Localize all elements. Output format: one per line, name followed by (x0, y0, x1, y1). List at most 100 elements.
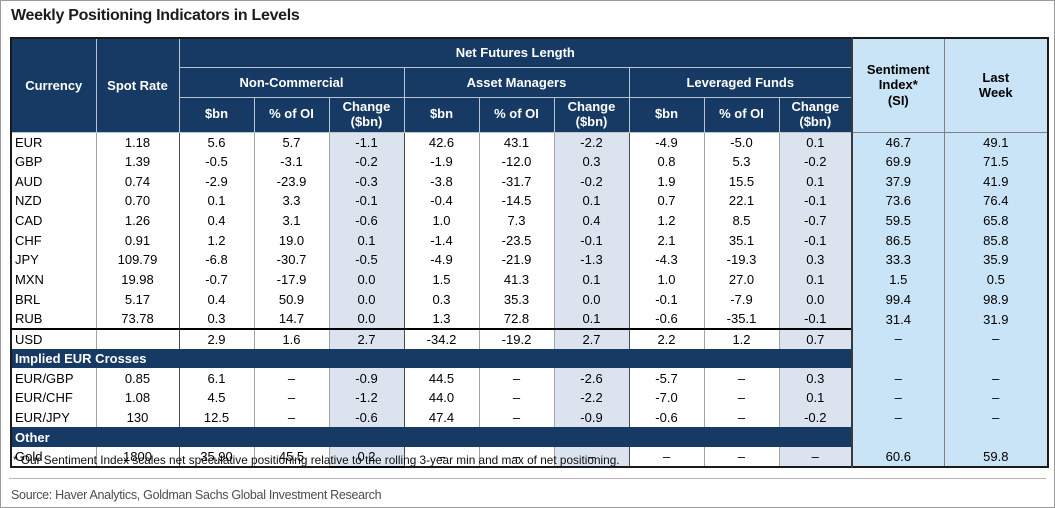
value-cell: – (478, 368, 554, 388)
value-cell: 0.2 (328, 447, 404, 468)
value-cell: -0.6 (628, 407, 704, 428)
value-cell: 0.1 (778, 132, 853, 152)
value-cell: -6.8 (178, 250, 254, 270)
table-row: EUR/CHF 1.08 4.5– -1.2 44.0– -2.2 -7.0–0.1– – (11, 387, 1049, 408)
value-cell: 86.5 (851, 230, 945, 251)
value-cell: – (403, 447, 479, 467)
value-cell: 1.18 (95, 132, 179, 152)
value-cell: -5.0 (703, 132, 779, 152)
value-cell: 0.4 (178, 210, 254, 231)
col-header-currency: Currency (10, 37, 97, 133)
value-cell: – (703, 368, 779, 388)
value-cell: 1.39 (95, 151, 179, 172)
value-cell: -0.6 (628, 309, 704, 329)
col-header-leveraged-funds: Leveraged Funds (628, 66, 853, 98)
col-header-lf-bn: $bn (628, 96, 705, 133)
value-cell: 43.1 (478, 132, 554, 152)
header-row-top: Currency Spot Rate Net Futures Length Se… (10, 37, 1049, 133)
value-cell: 2.2 (628, 327, 704, 349)
value-cell: 15.5 (703, 171, 779, 192)
section-row: Other (11, 427, 1049, 447)
value-cell: 2.9 (178, 327, 254, 349)
col-header-last-week: Last Week (943, 37, 1049, 133)
value-cell: 31.4 (851, 309, 945, 329)
header-row-subcols: $bn % of OI Change ($bn) $bn % of OI Cha… (11, 96, 1048, 133)
table-row: EUR/GBP 0.85 6.1– -0.9 44.5– -2.6 -5.7–0.3– – (11, 368, 1049, 388)
value-cell: 0.7 (778, 327, 853, 349)
table-body: EUR 1.18 5.6 5.7 -1.1 42.6 43.1 -2.2 -4.9 -5.0 0.1… (11, 132, 1049, 468)
value-cell: -1.2 (328, 387, 404, 408)
value-cell: -0.1 (328, 191, 404, 211)
value-cell: -0.7 (178, 269, 254, 290)
value-cell: 3.1 (253, 210, 329, 231)
value-cell: 1.3 (403, 309, 479, 329)
value-cell: -7.0 (628, 387, 704, 408)
value-cell: 0.1 (778, 171, 853, 192)
value-cell: 65.8 (943, 210, 1049, 231)
value-cell: -35.1 (703, 309, 779, 329)
value-cell: 5.3 (703, 151, 779, 172)
value-cell: -1.3 (553, 250, 629, 270)
value-cell: -0.1 (778, 191, 853, 211)
col-header-sentiment-index: Sentiment Index* (SI) (851, 37, 945, 133)
value-cell: -0.9 (553, 407, 629, 428)
value-cell: -0.2 (778, 151, 853, 172)
value-cell: 14.7 (253, 309, 329, 329)
value-cell: 73.78 (95, 309, 179, 329)
footnote: * Our Sentiment Index scales net specula… (13, 453, 620, 467)
value-cell: 0.0 (553, 289, 629, 310)
value-cell: 46.7 (851, 132, 945, 152)
value-cell: -2.9 (178, 171, 254, 192)
row-label-cell: CAD (11, 210, 96, 231)
value-cell: 0.1 (778, 387, 853, 408)
table-header: Currency Spot Rate Net Futures Length Se… (10, 37, 1049, 133)
value-cell: 72.8 (478, 309, 554, 329)
table-row: MXN 19.98 -0.7 -17.9 0.0 1.5 41.3 0.1 1.0 27.0 0.1… (11, 269, 1049, 290)
value-cell: 47.4 (403, 407, 479, 428)
col-header-nc-change: Change ($bn) (328, 96, 405, 133)
value-cell: -3.8 (403, 171, 479, 192)
value-cell: – (628, 447, 704, 467)
value-cell: 69.9 (851, 151, 945, 172)
value-cell: 0.3 (178, 309, 254, 329)
row-label-cell: AUD (11, 171, 96, 192)
col-header-am-bn: $bn (403, 96, 480, 133)
value-cell: -2.2 (553, 387, 629, 408)
value-cell: -7.9 (703, 289, 779, 310)
value-cell: 1.08 (95, 387, 179, 408)
value-cell: 0.1 (553, 269, 629, 290)
value-cell: 19.98 (95, 269, 179, 290)
value-cell: 0.1 (778, 269, 853, 290)
value-cell: 0.91 (95, 230, 179, 251)
value-cell: 1.0 (403, 210, 479, 231)
value-cell: -1.9 (403, 151, 479, 172)
row-label-cell: EUR/JPY (11, 407, 96, 428)
value-cell: 4.5 (178, 387, 254, 408)
table-row: RUB 73.78 0.3 14.7 0.0 1.3 72.8 0.1 -0.6 -35.1 -0.… (11, 309, 1049, 329)
value-cell: -0.2 (328, 151, 404, 172)
value-cell: 22.1 (703, 191, 779, 211)
value-cell: – (703, 447, 779, 467)
value-cell: 0.1 (328, 230, 404, 251)
value-cell: 42.6 (403, 132, 479, 152)
value-cell: 71.5 (943, 151, 1049, 172)
row-label-cell: JPY (11, 250, 96, 270)
value-cell: 0.0 (778, 289, 853, 310)
value-cell: 45.5 (253, 447, 329, 467)
value-cell: -4.3 (628, 250, 704, 270)
value-cell: -0.1 (628, 289, 704, 310)
table-row: CAD 1.26 0.4 3.1 -0.6 1.0 7.3 0.4 1.2 8.5 -0.7 59.5… (11, 210, 1049, 231)
value-cell: -1.1 (328, 132, 404, 152)
value-cell: 0.85 (95, 368, 179, 388)
value-cell: 0.1 (553, 191, 629, 211)
value-cell: 1.0 (628, 269, 704, 290)
value-cell: – (553, 447, 629, 467)
value-cell: 7.3 (478, 210, 554, 231)
value-cell: -19.3 (703, 250, 779, 270)
section-label: Other (11, 427, 853, 447)
row-label-cell: BRL (11, 289, 96, 310)
col-header-nc-pct-oi: % of OI (253, 96, 330, 133)
row-label-cell: MXN (11, 269, 96, 290)
value-cell: 35.90 (178, 447, 254, 467)
